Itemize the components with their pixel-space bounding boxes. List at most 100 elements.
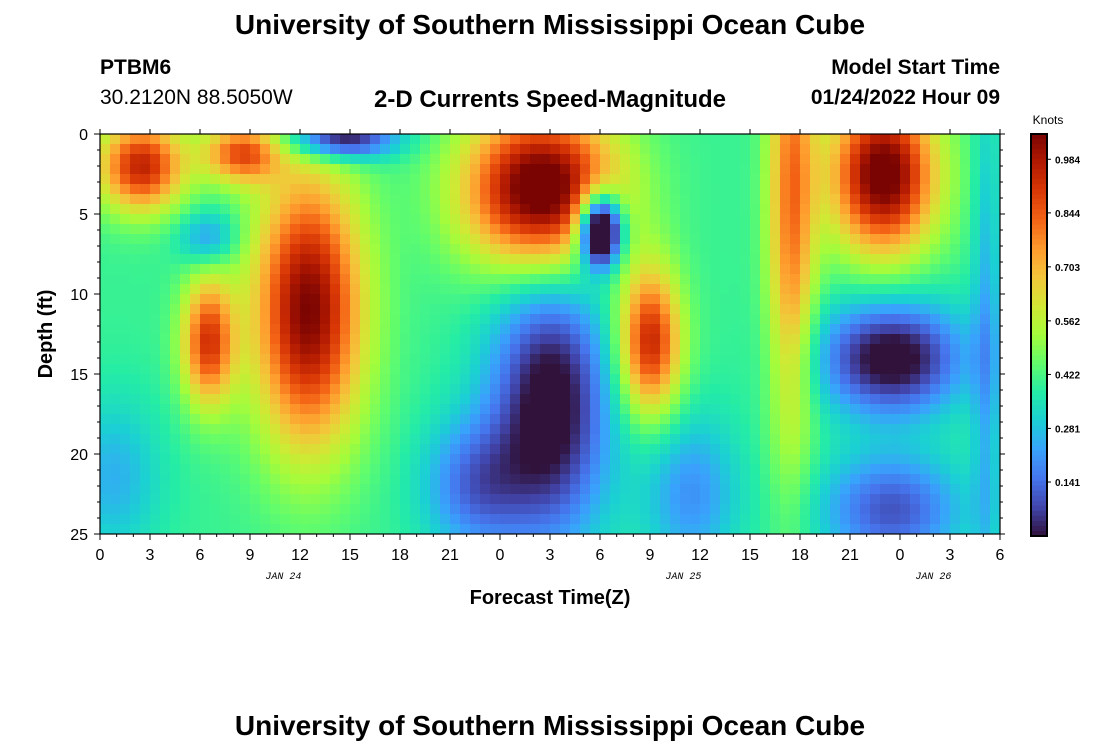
heatmap-cell <box>130 474 141 485</box>
heatmap-cell <box>610 484 621 495</box>
heatmap-cell <box>970 314 981 325</box>
colorbar-segment <box>1031 284 1047 291</box>
heatmap-cell <box>220 504 231 515</box>
heatmap-cell <box>150 384 161 395</box>
heatmap-cell <box>740 184 751 195</box>
heatmap-cell <box>370 334 381 345</box>
heatmap-cell <box>380 424 391 435</box>
heatmap-cell <box>590 284 601 295</box>
heatmap-cell <box>790 264 801 275</box>
heatmap-cell <box>490 404 501 415</box>
heatmap-cell <box>210 464 221 475</box>
heatmap-cell <box>480 344 491 355</box>
heatmap-cell <box>740 144 751 155</box>
heatmap-cell <box>560 284 571 295</box>
heatmap-cell <box>630 484 641 495</box>
heatmap-cell <box>400 524 411 535</box>
heatmap-cell <box>340 404 351 415</box>
heatmap-cell <box>830 314 841 325</box>
heatmap-cell <box>210 474 221 485</box>
heatmap-cell <box>760 144 771 155</box>
heatmap-cell <box>630 514 641 525</box>
heatmap-cell <box>790 464 801 475</box>
heatmap-cell <box>170 274 181 285</box>
heatmap-cell <box>220 164 231 175</box>
heatmap-cell <box>150 344 161 355</box>
heatmap-cell <box>640 464 651 475</box>
heatmap-cell <box>700 474 711 485</box>
heatmap-cell <box>100 444 111 455</box>
heatmap-cell <box>720 194 731 205</box>
heatmap-cell <box>800 384 811 395</box>
heatmap-cell <box>920 174 931 185</box>
heatmap-cell <box>560 374 571 385</box>
heatmap-cell <box>310 174 321 185</box>
heatmap-cell <box>160 314 171 325</box>
heatmap-cell <box>910 264 921 275</box>
heatmap-cell <box>220 294 231 305</box>
heatmap-cell <box>990 484 1001 495</box>
heatmap-cell <box>880 364 891 375</box>
heatmap-cell <box>870 314 881 325</box>
heatmap-cell <box>370 454 381 465</box>
heatmap-cell <box>770 174 781 185</box>
heatmap-cell <box>950 444 961 455</box>
heatmap-cell <box>470 504 481 515</box>
heatmap-cell <box>390 484 401 495</box>
heatmap-cell <box>660 204 671 215</box>
heatmap-cell <box>500 254 511 265</box>
heatmap-cell <box>890 194 901 205</box>
heatmap-cell <box>570 444 581 455</box>
heatmap-cell <box>470 464 481 475</box>
heatmap-cell <box>890 414 901 425</box>
heatmap-cell <box>580 294 591 305</box>
heatmap-cell <box>870 414 881 425</box>
heatmap-cell <box>920 224 931 235</box>
heatmap-cell <box>740 374 751 385</box>
heatmap-cell <box>900 424 911 435</box>
heatmap-cell <box>590 374 601 385</box>
heatmap-cell <box>830 274 841 285</box>
heatmap-cell <box>400 254 411 265</box>
heatmap-cell <box>560 524 571 535</box>
heatmap-cell <box>780 184 791 195</box>
colorbar-segment <box>1031 239 1047 246</box>
heatmap-cell <box>180 374 191 385</box>
heatmap-cell <box>110 484 121 495</box>
heatmap-cell <box>570 524 581 535</box>
heatmap-cell <box>110 264 121 275</box>
heatmap-cell <box>740 404 751 415</box>
heatmap-cell <box>370 514 381 525</box>
heatmap-cell <box>890 354 901 365</box>
heatmap-cell <box>700 494 711 505</box>
heatmap-cell <box>700 384 711 395</box>
heatmap-cell <box>580 524 591 535</box>
heatmap-cell <box>770 254 781 265</box>
heatmap-cell <box>650 284 661 295</box>
heatmap-cell <box>820 354 831 365</box>
heatmap-cell <box>850 234 861 245</box>
heatmap-cell <box>910 134 921 145</box>
heatmap-cell <box>790 294 801 305</box>
heatmap-cell <box>890 154 901 165</box>
heatmap-cell <box>870 354 881 365</box>
heatmap-cell <box>770 434 781 445</box>
heatmap-cell <box>940 184 951 195</box>
heatmap-cell <box>960 424 971 435</box>
heatmap-cell <box>300 414 311 425</box>
heatmap-cell <box>520 364 531 375</box>
heatmap-cell <box>810 424 821 435</box>
heatmap-cell <box>880 444 891 455</box>
heatmap-cell <box>530 314 541 325</box>
heatmap-cell <box>170 214 181 225</box>
heatmap-cell <box>680 184 691 195</box>
heatmap-cell <box>950 184 961 195</box>
heatmap-cell <box>160 154 171 165</box>
heatmap-cell <box>400 194 411 205</box>
heatmap-cell <box>200 244 211 255</box>
heatmap-cell <box>320 494 331 505</box>
heatmap-cell <box>670 514 681 525</box>
heatmap-cell <box>100 174 111 185</box>
heatmap-cell <box>410 474 421 485</box>
heatmap-cell <box>150 394 161 405</box>
